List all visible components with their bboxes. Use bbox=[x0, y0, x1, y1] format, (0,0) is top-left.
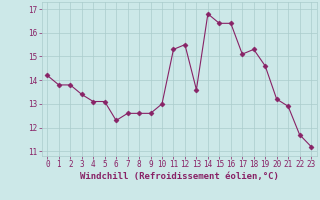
X-axis label: Windchill (Refroidissement éolien,°C): Windchill (Refroidissement éolien,°C) bbox=[80, 172, 279, 181]
